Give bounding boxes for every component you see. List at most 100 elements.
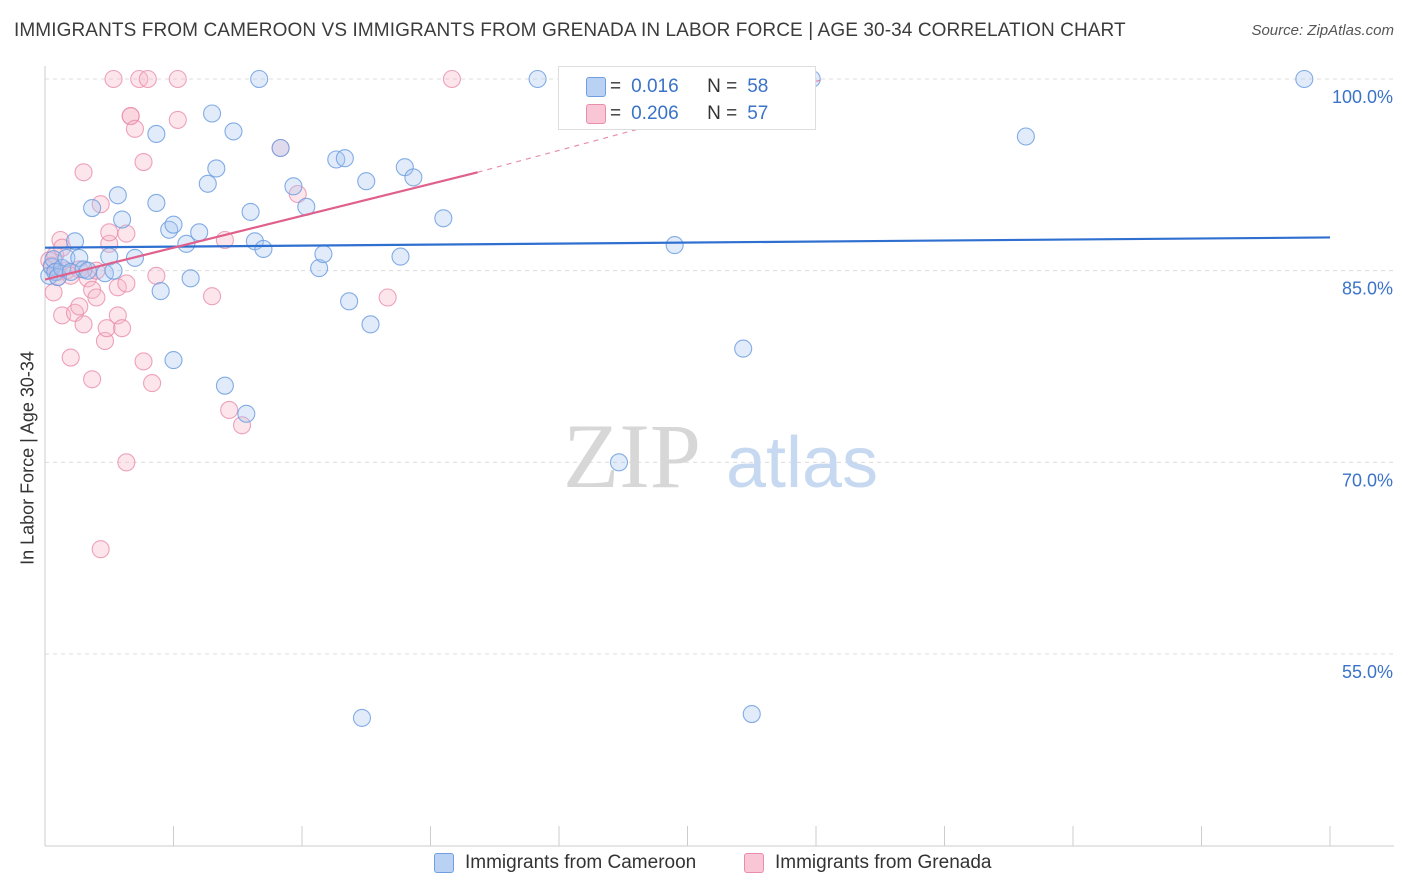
cameroon-point — [1295, 69, 1314, 89]
grenada-point — [100, 223, 119, 242]
grenada-point — [378, 288, 397, 307]
cameroon-point — [404, 168, 423, 187]
cameroon-point — [271, 138, 290, 158]
source-label: Source: ZipAtlas.com — [1251, 22, 1394, 39]
grenada-point — [134, 153, 153, 172]
grenada-point — [91, 195, 110, 214]
cameroon-point — [224, 122, 243, 141]
cameroon-point — [108, 186, 127, 205]
cameroon-point — [1016, 127, 1035, 146]
legend-label-cameroon: Immigrants from Cameroon — [465, 852, 697, 873]
legend-label-grenada: Immigrants from Grenada — [775, 852, 992, 873]
legend-item-grenada[interactable]: Immigrants from Grenada — [744, 852, 991, 874]
grenada-point — [70, 297, 89, 316]
stat-n-label: N = — [707, 103, 738, 124]
grenada-point — [220, 400, 239, 419]
y-tick-label: 55.0% — [1342, 662, 1393, 682]
grenada-point — [117, 274, 136, 293]
stat-n-value: 58 — [747, 76, 769, 97]
tick-labels: 55.0%70.0%85.0%100.0%0.0%15.0% — [1332, 87, 1393, 682]
cameroon-point — [314, 245, 333, 264]
cameroon-point — [335, 149, 354, 168]
stat-row-cameroon: R = 0.016 N = 58 — [586, 74, 769, 100]
cameroon-point — [340, 292, 359, 311]
cameroon-point — [665, 236, 684, 255]
stat-r-value: 0.206 — [631, 103, 679, 124]
legend-item-cameroon[interactable]: Immigrants from Cameroon — [434, 852, 696, 874]
cameroon-point — [357, 172, 376, 191]
grenada-point — [61, 348, 80, 367]
cameroon-point — [434, 209, 453, 228]
cameroon-point — [164, 215, 183, 234]
watermark: ZIP atlas — [563, 405, 878, 507]
cameroon-point — [241, 202, 260, 221]
grenada-point — [168, 69, 187, 89]
watermark-zip: ZIP — [563, 405, 701, 507]
axes — [44, 66, 1394, 847]
cameroon-point — [284, 177, 303, 196]
grenada-point — [117, 224, 136, 243]
cameroon-point — [198, 174, 217, 193]
cameroon-point — [215, 376, 234, 395]
legend-swatch-cameroon — [434, 853, 454, 873]
cameroon-point — [53, 259, 72, 278]
gridlines — [45, 78, 1394, 655]
cameroon-point — [734, 339, 753, 358]
cameroon-point — [250, 69, 269, 89]
stats-legend-box: R = 0.016 N = 58 R = 0.206 N = 57 — [558, 66, 816, 130]
grenada-point — [113, 319, 132, 338]
grenada-point — [143, 374, 162, 393]
watermark-atlas: atlas — [726, 423, 878, 503]
grenada-point — [134, 352, 153, 371]
cameroon-point — [70, 248, 89, 267]
cameroon-point — [151, 282, 170, 301]
chart-title: IMMIGRANTS FROM CAMEROON VS IMMIGRANTS F… — [14, 20, 1126, 41]
cameroon-point — [609, 453, 629, 472]
y-tick-label: 100.0% — [1332, 87, 1393, 107]
cameroon-point — [237, 404, 256, 423]
cameroon-point — [254, 239, 273, 258]
stat-n-value: 57 — [747, 103, 769, 124]
cameroon-point — [310, 259, 329, 278]
cameroon-point — [742, 705, 761, 724]
grenada-point — [91, 540, 110, 559]
grenada-point — [108, 278, 127, 297]
cameroon-point — [207, 159, 226, 178]
cameroon-point — [190, 223, 209, 242]
grenada-point — [87, 288, 106, 307]
series-grenada-points — [40, 69, 461, 559]
grenada-point — [97, 319, 116, 338]
grenada-point — [74, 163, 93, 182]
grenada-point — [168, 110, 187, 129]
cameroon-point — [164, 351, 183, 370]
y-tick-label: 70.0% — [1342, 470, 1393, 490]
cameroon-point — [528, 69, 547, 89]
legend-swatch-grenada — [744, 853, 764, 873]
cameroon-point — [113, 210, 132, 229]
cameroon-point — [147, 124, 166, 143]
cameroon-point — [57, 248, 76, 267]
grenada-point — [83, 370, 102, 389]
cameroon-point — [391, 247, 410, 266]
grenada-point — [104, 69, 123, 89]
cameroon-point — [361, 315, 380, 334]
trend-line-grenada — [44, 171, 478, 281]
cameroon-point — [147, 193, 166, 212]
grenada-point — [442, 69, 461, 89]
stat-r-value: 0.016 — [631, 76, 679, 97]
scatter-chart: ZIP atlas 55.0%70.0%85.0%100.0%0.0%15.0% — [40, 66, 1394, 847]
series-cameroon-points — [40, 69, 1314, 727]
stat-swatch-cameroon — [586, 77, 606, 97]
grenada-point — [147, 266, 166, 285]
stat-swatch-grenada — [586, 104, 606, 124]
grenada-point — [203, 287, 222, 306]
grenada-point — [44, 283, 63, 302]
grenada-point — [232, 416, 252, 435]
y-tick-label: 85.0% — [1342, 279, 1393, 299]
trend-lines — [44, 78, 1331, 281]
grenada-point — [74, 315, 93, 334]
cameroon-point — [352, 708, 372, 727]
cameroon-point — [181, 269, 200, 288]
stat-n-label: N = — [707, 76, 738, 97]
legend: Immigrants from Cameroon Immigrants from… — [0, 852, 1406, 880]
